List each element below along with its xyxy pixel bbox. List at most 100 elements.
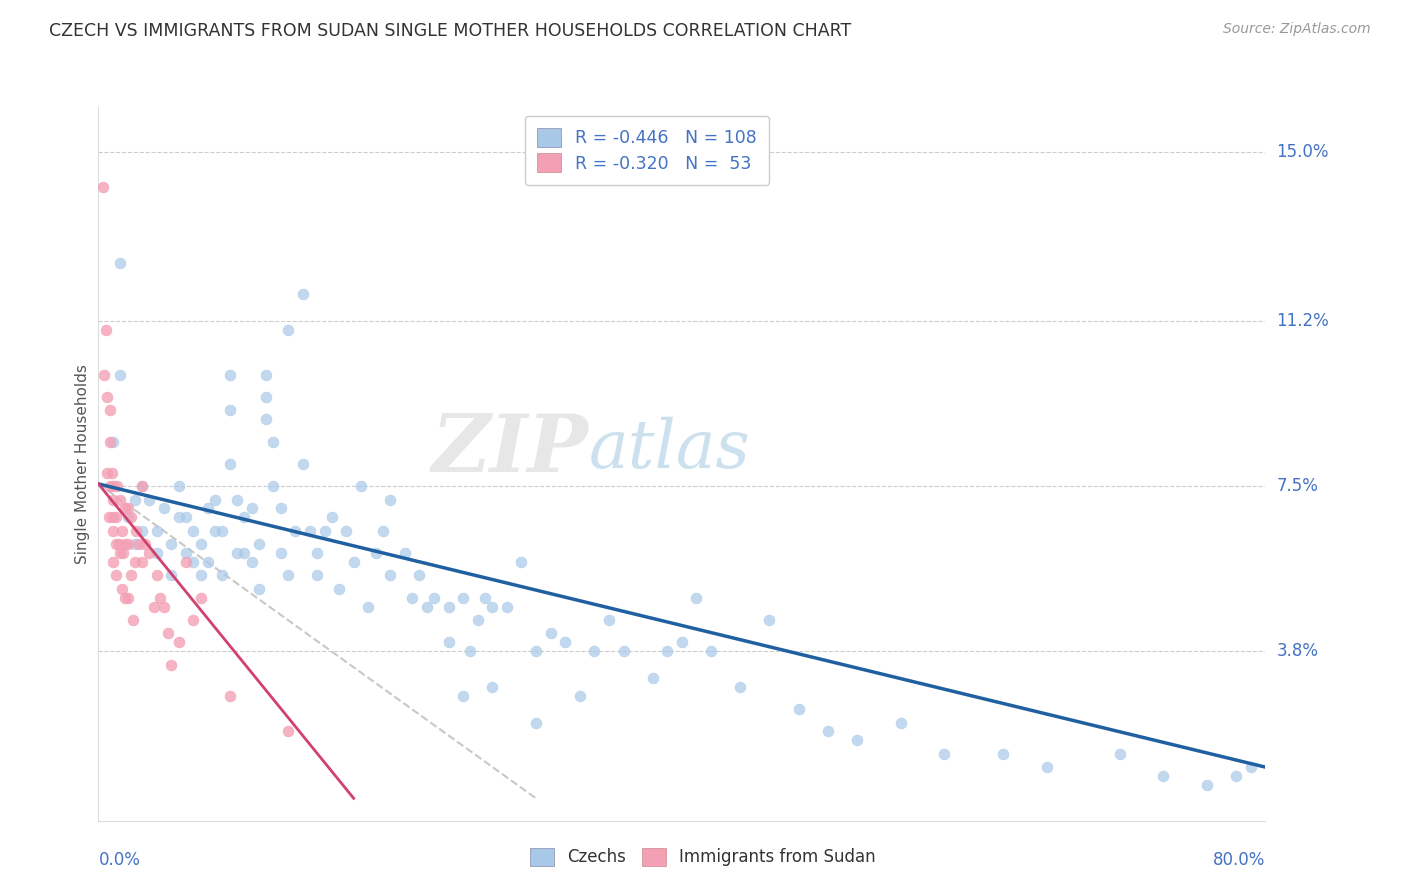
Y-axis label: Single Mother Households: Single Mother Households [75,364,90,564]
Point [160,568,183,582]
Point [96,390,118,404]
Text: 7.5%: 7.5% [1277,477,1319,495]
Point [467,613,489,627]
Point [277,724,299,739]
Point [122,613,145,627]
Point [174,555,197,569]
Point [583,644,606,658]
Point [101,510,124,524]
Point [394,546,416,560]
Point [105,479,128,493]
Point [314,524,336,538]
Point [524,644,547,658]
Point [1035,760,1057,774]
Text: 0.0%: 0.0% [98,851,141,869]
Point [100,466,122,480]
Point [111,524,134,538]
Point [437,599,460,614]
Point [451,689,474,703]
Point [128,537,150,551]
Text: 80.0%: 80.0% [1213,851,1265,869]
Point [350,479,373,493]
Point [415,599,437,614]
Point [120,510,142,524]
Point [568,689,591,703]
Point [160,657,183,672]
Point [1108,747,1130,761]
Point [117,501,139,516]
Point [343,555,366,569]
Point [174,546,197,560]
Point [146,568,169,582]
Point [321,510,343,524]
Point [131,555,153,569]
Point [291,287,314,301]
Point [160,537,183,551]
Point [277,568,299,582]
Point [335,524,357,538]
Point [120,568,142,582]
Point [481,599,503,614]
Point [131,479,153,493]
Point [197,501,219,516]
Point [270,501,292,516]
Point [146,546,169,560]
Point [328,582,350,596]
Text: 15.0%: 15.0% [1277,143,1329,161]
Point [190,591,212,605]
Point [254,390,277,404]
Point [226,546,249,560]
Point [153,599,176,614]
Point [157,626,180,640]
Point [226,492,249,507]
Point [277,323,299,337]
Point [298,524,321,538]
Point [1240,760,1263,774]
Point [240,555,263,569]
Point [124,555,146,569]
Point [1152,769,1174,783]
Point [167,510,190,524]
Point [117,591,139,605]
Point [142,599,165,614]
Point [94,323,117,337]
Point [1195,778,1218,792]
Point [131,524,153,538]
Point [97,510,120,524]
Point [554,635,576,649]
Point [174,510,197,524]
Point [218,403,240,417]
Point [685,591,707,605]
Point [110,492,132,507]
Point [371,524,394,538]
Point [93,368,115,382]
Point [728,680,751,694]
Point [101,524,124,538]
Point [110,546,132,560]
Point [104,537,127,551]
Point [364,546,387,560]
Point [124,537,146,551]
Point [138,492,160,507]
Point [378,568,402,582]
Point [181,524,204,538]
Point [146,524,169,538]
Point [524,715,547,730]
Point [114,537,136,551]
Point [91,180,114,194]
Point [218,689,240,703]
Point [149,591,172,605]
Point [218,457,240,471]
Point [307,546,329,560]
Point [117,510,139,524]
Point [110,256,132,270]
Point [247,582,270,596]
Point [270,546,292,560]
Point [423,591,446,605]
Point [114,501,136,516]
Point [104,568,127,582]
Point [101,479,124,493]
Point [451,591,474,605]
Point [671,635,693,649]
Point [474,591,496,605]
